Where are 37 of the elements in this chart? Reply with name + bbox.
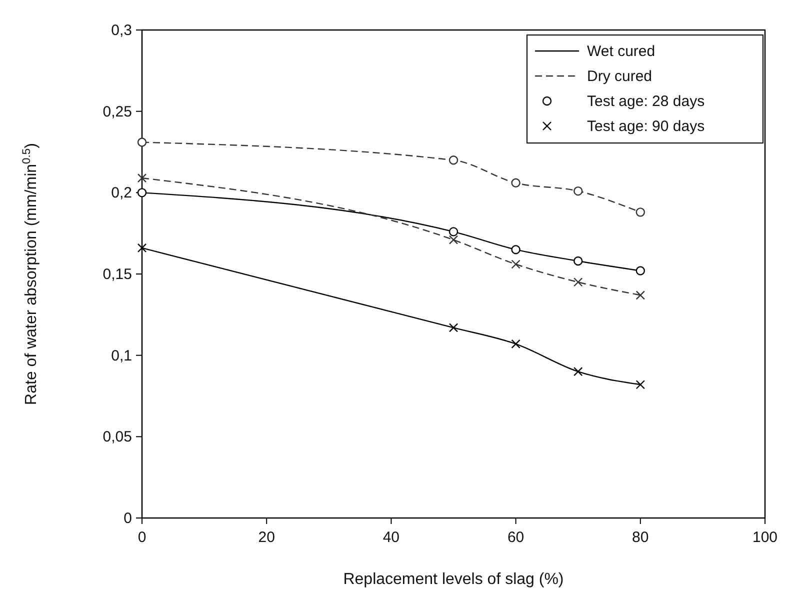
x-tick-label: 60 xyxy=(507,529,524,546)
point xyxy=(511,339,520,349)
y-tick-label: 0,2 xyxy=(111,184,132,202)
point xyxy=(511,260,520,269)
x-tick-label: 80 xyxy=(632,529,649,546)
point xyxy=(511,178,520,188)
legend-label: Dry cured xyxy=(587,68,652,85)
point xyxy=(636,266,645,276)
point xyxy=(574,367,583,376)
x-tick-label: 40 xyxy=(382,529,400,546)
y-tick-label: 0,25 xyxy=(102,103,132,120)
x-tick-label: 20 xyxy=(258,529,275,546)
point xyxy=(448,235,458,244)
point xyxy=(448,227,458,236)
y-tick-label: 0,3 xyxy=(111,22,132,39)
point xyxy=(137,243,147,253)
point xyxy=(511,245,520,254)
point xyxy=(448,156,458,165)
x-axis-title: Replacement levels of slag (%) xyxy=(343,571,564,588)
y-tick-label: 0,1 xyxy=(111,347,132,364)
x-tick-label: 0 xyxy=(138,529,146,546)
point xyxy=(137,173,147,183)
point xyxy=(574,278,583,287)
point xyxy=(636,380,645,390)
point xyxy=(636,290,645,300)
legend-label: Test age: 90 days xyxy=(587,118,705,135)
x-tick-label: 100 xyxy=(752,529,778,546)
point xyxy=(636,208,645,217)
point xyxy=(574,256,583,266)
point xyxy=(448,323,458,332)
legend-label: Wet cured xyxy=(587,43,656,60)
point xyxy=(137,138,147,147)
y-tick-label: 0 xyxy=(124,510,132,527)
y-tick-label: 0,05 xyxy=(102,428,132,446)
y-tick-label: 0,15 xyxy=(102,266,132,283)
legend-label: Test age: 28 days xyxy=(587,93,705,110)
point xyxy=(574,186,583,196)
